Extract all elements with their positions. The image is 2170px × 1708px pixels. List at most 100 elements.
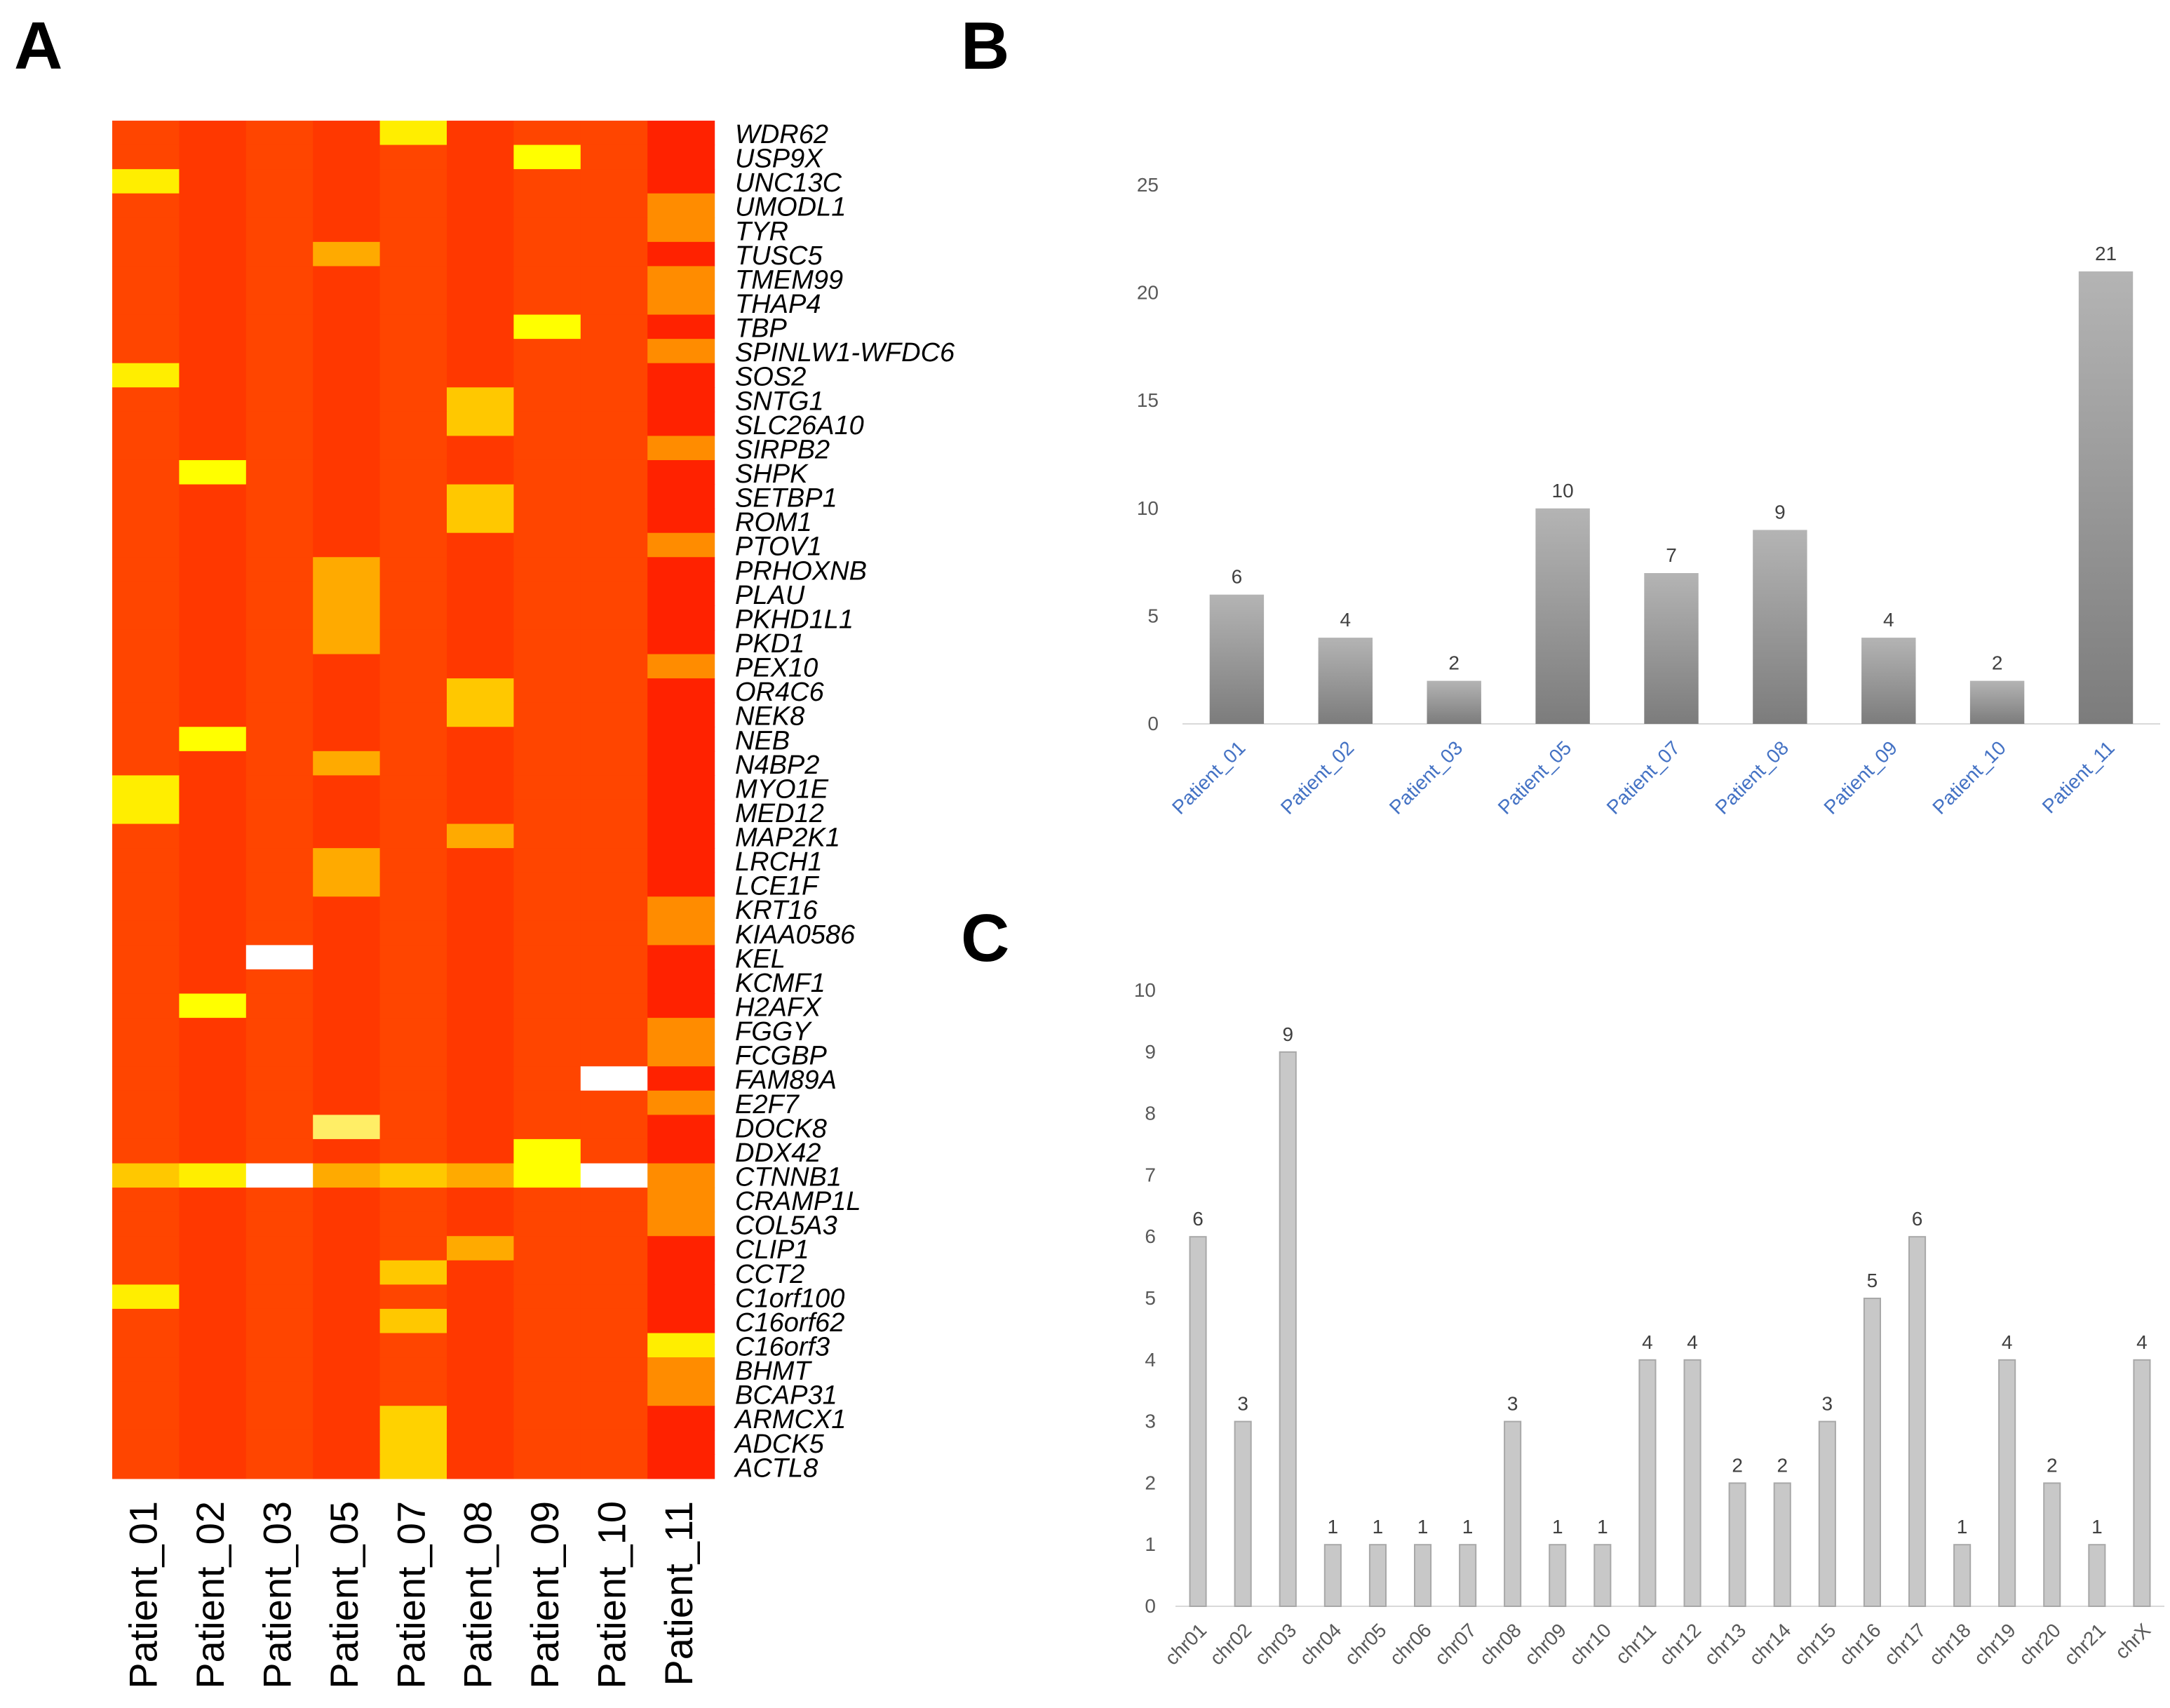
bar [1459, 1544, 1477, 1607]
heatmap-cell [179, 217, 247, 243]
heatmap-row-label: THAP4 [735, 290, 821, 319]
heatmap-cell [245, 799, 314, 825]
x-category-label: chr02 [1206, 1619, 1255, 1669]
heatmap-cell [513, 581, 581, 606]
heatmap-row-label: FAM89A [735, 1065, 837, 1095]
bar-value-label: 10 [1552, 480, 1574, 502]
bar [2088, 1544, 2106, 1607]
heatmap-cell [447, 1138, 514, 1164]
heatmap-cell [647, 605, 715, 631]
heatmap-cell [513, 605, 581, 631]
heatmap-row-label: BCAP31 [735, 1381, 837, 1411]
heatmap-cell [513, 1090, 581, 1115]
heatmap-cell [179, 605, 247, 631]
heatmap-row-label: SETBP1 [735, 484, 837, 513]
heatmap-cell [179, 751, 247, 776]
bar-value-label: 1 [1597, 1516, 1608, 1538]
bar-value-label: 1 [1552, 1516, 1563, 1538]
bar [1953, 1544, 1972, 1607]
heatmap-cell [245, 727, 314, 752]
x-category-label: chr08 [1475, 1619, 1525, 1669]
heatmap-cell [112, 678, 180, 704]
heatmap-cell [580, 339, 648, 364]
heatmap-cell [313, 1430, 381, 1455]
heatmap-row-label: USP9X [735, 144, 823, 174]
x-category-label: chr06 [1385, 1619, 1435, 1669]
heatmap-cell [112, 1211, 180, 1237]
y-tick-label: 15 [1137, 389, 1159, 411]
heatmap-cell [379, 1188, 447, 1213]
heatmap-cell [245, 1138, 314, 1164]
heatmap-cell [313, 557, 381, 582]
heatmap-cell [112, 920, 180, 946]
heatmap-cell [513, 654, 581, 679]
heatmap-cell [447, 1090, 514, 1115]
heatmap-cell [647, 290, 715, 316]
heatmap-cell [647, 1211, 715, 1237]
heatmap-cell [647, 1430, 715, 1455]
heatmap-cell [580, 1211, 648, 1237]
heatmap-cell [580, 532, 648, 558]
heatmap-cell [580, 387, 648, 412]
heatmap-cell [313, 1308, 381, 1334]
heatmap-cell [580, 872, 648, 897]
heatmap-cell [647, 459, 715, 485]
panel-label-a: A [14, 8, 63, 83]
heatmap-cell [580, 702, 648, 727]
x-category-label: Patient_01 [1168, 737, 1250, 819]
x-category-label: chr01 [1161, 1619, 1211, 1669]
heatmap-row-label: H2AFX [735, 993, 822, 1023]
heatmap-cell [513, 1260, 581, 1285]
heatmap-cell [379, 1138, 447, 1164]
heatmap-cell [379, 1260, 447, 1285]
heatmap-cell [379, 993, 447, 1018]
heatmap-cell [513, 290, 581, 316]
heatmap-row-label: SNTG1 [735, 386, 824, 416]
heatmap-cell [112, 314, 180, 339]
heatmap-cell [179, 1284, 247, 1310]
heatmap-cell [112, 799, 180, 825]
heatmap-cell [313, 144, 381, 170]
x-category-label: chr15 [1790, 1619, 1840, 1669]
x-category-label: Patient_11 [2038, 737, 2119, 817]
heatmap-cell [379, 459, 447, 485]
heatmap-cell [379, 823, 447, 849]
heatmap-row-label: SLC26A10 [735, 411, 864, 441]
heatmap-row-label: LRCH1 [735, 847, 823, 877]
heatmap-cell [112, 121, 180, 146]
heatmap-row-label: OR4C6 [735, 678, 825, 707]
heatmap-cell [447, 484, 514, 509]
heatmap-cell [647, 1042, 715, 1067]
bar-value-label: 21 [2095, 243, 2117, 264]
bar-value-label: 4 [1883, 609, 1894, 631]
bar [1549, 1544, 1567, 1607]
heatmap-cell [447, 241, 514, 267]
heatmap-cell [513, 1406, 581, 1431]
x-category-label: Patient_02 [1276, 737, 1359, 819]
heatmap-cell [379, 581, 447, 606]
heatmap-cell [513, 193, 581, 218]
heatmap-cell [379, 1211, 447, 1237]
heatmap-cell [245, 217, 314, 243]
bar [2133, 1359, 2151, 1608]
heatmap-cell [447, 1260, 514, 1285]
x-category-label: Patient_08 [1711, 737, 1793, 819]
heatmap-cell [245, 532, 314, 558]
heatmap-cell [647, 727, 715, 752]
heatmap-cell [179, 1406, 247, 1431]
heatmap-cell [447, 799, 514, 825]
x-category-label: chr05 [1340, 1619, 1390, 1669]
heatmap-cell [647, 1284, 715, 1310]
heatmap-cell [647, 848, 715, 873]
heatmap-row-label: KCMF1 [735, 969, 825, 998]
heatmap-cell [245, 169, 314, 194]
heatmap-cell [580, 1042, 648, 1067]
heatmap-cell [313, 969, 381, 995]
heatmap-cell [379, 799, 447, 825]
x-category-label: chr21 [2060, 1619, 2110, 1669]
heatmap-cell [313, 459, 381, 485]
bar [1323, 1544, 1342, 1607]
heatmap-cell [179, 121, 247, 146]
heatmap-cell [447, 193, 514, 218]
